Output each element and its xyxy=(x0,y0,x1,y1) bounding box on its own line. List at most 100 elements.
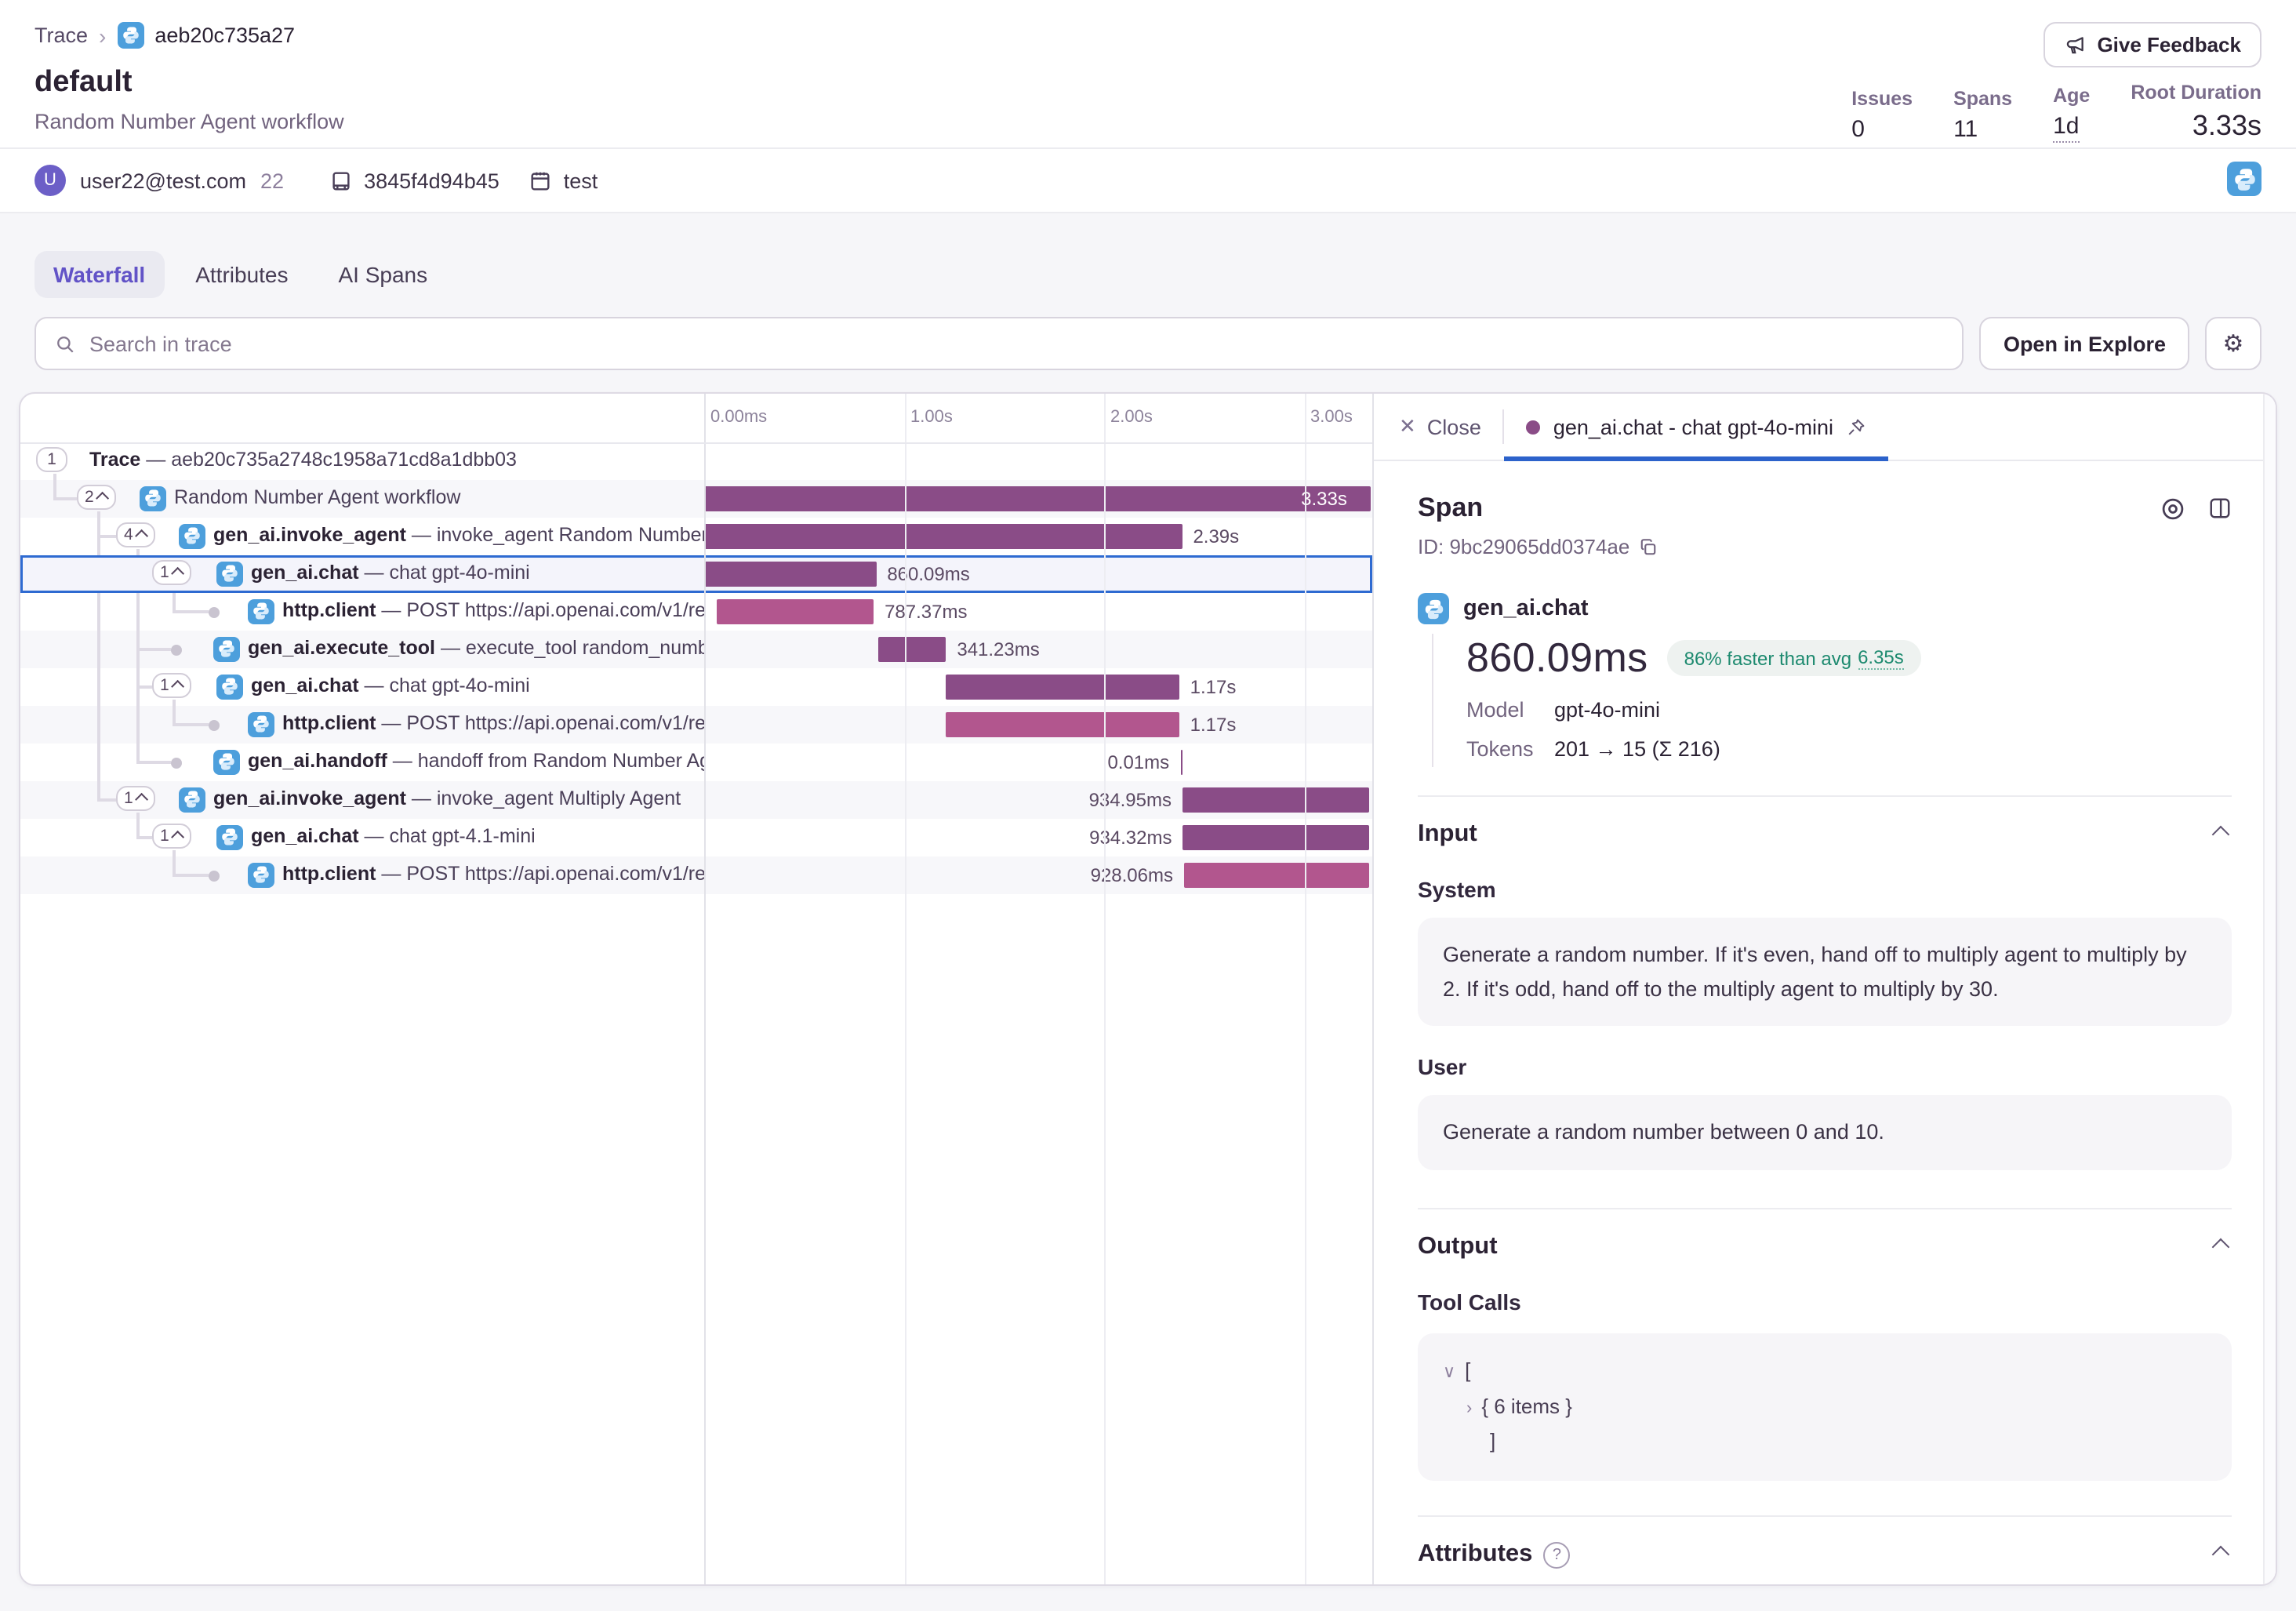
collapse-input-chevron-icon[interactable] xyxy=(2211,825,2230,844)
stat-age-value[interactable]: 1d xyxy=(2053,113,2080,143)
tokens-value: 201 → 15 (Σ 216) xyxy=(1554,737,1720,761)
duration-bar[interactable] xyxy=(1183,825,1370,850)
chevron-right-icon[interactable]: › xyxy=(1466,1398,1473,1418)
tree-connector xyxy=(136,685,152,688)
detail-tab-bar: ✕ Close gen_ai.chat - chat gpt-4o-mini xyxy=(1374,394,2276,461)
children-count-badge[interactable]: 1 xyxy=(116,786,155,811)
breadcrumb-trace-id[interactable]: aeb20c735a27 xyxy=(154,24,296,47)
span-row-names: http.client — POST https://api.openai.co… xyxy=(20,593,704,631)
close-panel-button[interactable]: ✕ Close xyxy=(1374,394,1503,460)
span-row-http.client[interactable]: http.client — POST https://api.openai.co… xyxy=(20,593,1372,631)
duration-bar[interactable] xyxy=(704,486,1371,511)
tab-waterfall[interactable]: Waterfall xyxy=(35,251,165,298)
span-id: ID: 9bc29065dd0374ae xyxy=(1418,535,1630,558)
span-row-gen-ai.execute-tool[interactable]: gen_ai.execute_tool — execute_tool rando… xyxy=(20,631,1372,668)
stat-spans: Spans 11 xyxy=(1953,88,2012,143)
span-row-http.client[interactable]: http.client — POST https://api.openai.co… xyxy=(20,706,1372,744)
span-row-http.client[interactable]: http.client — POST https://api.openai.co… xyxy=(20,856,1372,894)
user-email[interactable]: user22@test.com xyxy=(80,169,246,192)
copy-icon[interactable] xyxy=(1639,537,1658,556)
leaf-dot-icon xyxy=(209,871,220,882)
duration-bar[interactable] xyxy=(945,675,1179,700)
children-count-badge[interactable]: 1 xyxy=(36,447,67,472)
breadcrumb-trace-link[interactable]: Trace xyxy=(35,24,89,47)
collapse-output-chevron-icon[interactable] xyxy=(2211,1238,2230,1256)
children-count-badge[interactable]: 1 xyxy=(152,824,191,849)
trace-meta-row: U user22@test.com 22 3845f4d94b45 test xyxy=(0,149,2296,212)
duration-bar[interactable] xyxy=(1180,750,1183,775)
span-row-names: 1 gen_ai.chat — chat gpt-4o-mini xyxy=(20,668,704,706)
release-chip[interactable]: 3845f4d94b45 xyxy=(329,169,500,192)
span-tree: 1 Trace — aeb20c735a2748c1958a71cd8a1dbb0… xyxy=(20,442,1372,894)
pin-icon[interactable] xyxy=(1846,416,1866,437)
tree-connector xyxy=(173,700,175,723)
span-row-names: gen_ai.execute_tool — execute_tool rando… xyxy=(20,631,704,668)
search-placeholder: Search in trace xyxy=(89,332,232,355)
span-row-gen-ai.chat[interactable]: 1 gen_ai.chat — chat gpt-4o-mini 1.17s xyxy=(20,668,1372,706)
duration-bar[interactable] xyxy=(1182,787,1370,813)
span-row-gen-ai.chat[interactable]: 1 gen_ai.chat — chat gpt-4.1-mini 934.32ms xyxy=(20,819,1372,856)
children-count-badge[interactable]: 1 xyxy=(152,673,191,698)
tree-connector xyxy=(136,549,139,761)
span-row-label: gen_ai.chat — chat gpt-4o-mini xyxy=(251,675,530,696)
duration-label: 3.33s xyxy=(1301,488,1347,510)
tab-ai-spans[interactable]: AI Spans xyxy=(338,262,428,287)
performance-badge[interactable]: 86% faster than avg 6.35s xyxy=(1666,640,1921,676)
span-detail-tab[interactable]: gen_ai.chat - chat gpt-4o-mini xyxy=(1504,394,1889,461)
open-in-explore-button[interactable]: Open in Explore xyxy=(1979,317,2189,370)
children-count-badge[interactable]: 1 xyxy=(152,560,191,585)
duration-label: 787.37ms xyxy=(885,601,968,623)
focus-target-icon[interactable] xyxy=(2160,495,2186,522)
span-row-trace[interactable]: 1 Trace — aeb20c735a2748c1958a71cd8a1dbb0… xyxy=(20,442,1372,480)
help-icon[interactable]: ? xyxy=(1543,1541,1571,1569)
span-row-label: Trace — aeb20c735a2748c1958a71cd8a1dbb03 xyxy=(89,449,517,471)
span-row-gen-ai.handoff[interactable]: gen_ai.handoff — handoff from Random Num… xyxy=(20,744,1372,781)
panel-scrollbar[interactable] xyxy=(2263,394,2276,1584)
axis-tick: 0.00ms xyxy=(710,408,768,427)
span-row-gen-ai.chat[interactable]: 1 gen_ai.chat — chat gpt-4o-mini 860.09ms xyxy=(20,555,1372,593)
stat-root-duration-label: Root Duration xyxy=(2131,82,2261,104)
python-icon xyxy=(216,674,242,700)
python-icon xyxy=(117,22,144,49)
children-count-badge[interactable]: 2 xyxy=(77,485,116,510)
tab-separator xyxy=(1502,409,1505,444)
duration-bar[interactable] xyxy=(704,562,877,587)
collapse-attributes-chevron-icon[interactable] xyxy=(2211,1545,2230,1564)
meta-divider xyxy=(0,212,2296,213)
close-icon: ✕ xyxy=(1399,414,1416,438)
avg-duration-link[interactable]: 6.35s xyxy=(1858,646,1904,670)
span-row-names: 1 Trace — aeb20c735a2748c1958a71cd8a1dbb0… xyxy=(20,442,704,480)
header-divider xyxy=(0,147,2296,149)
span-row-random-number-agent-workflow[interactable]: 2 Random Number Agent workflow 3.33s xyxy=(20,480,1372,518)
axis-tick: 3.00s xyxy=(1310,408,1353,427)
search-in-trace-input[interactable]: Search in trace xyxy=(35,317,1964,370)
duration-bar[interactable] xyxy=(704,524,1183,549)
tab-attributes[interactable]: Attributes xyxy=(195,262,289,287)
children-count-badge[interactable]: 4 xyxy=(116,522,155,547)
python-icon xyxy=(248,598,274,624)
detail-body: Span ID: 9bc29065dd0374ae gen_ai.chat xyxy=(1374,461,2276,1584)
tree-connector xyxy=(97,511,100,798)
user-message-box: Generate a random number between 0 and 1… xyxy=(1418,1095,2232,1170)
span-row-label: gen_ai.chat — chat gpt-4.1-mini xyxy=(251,825,536,847)
duration-bar[interactable] xyxy=(945,712,1179,737)
duration-bar[interactable] xyxy=(716,599,874,624)
layout-columns-icon[interactable] xyxy=(2208,496,2232,521)
environment-chip[interactable]: test xyxy=(529,169,598,192)
model-value: gpt-4o-mini xyxy=(1554,698,1661,722)
span-row-label: gen_ai.chat — chat gpt-4o-mini xyxy=(251,562,530,584)
chevron-down-icon[interactable]: ∨ xyxy=(1443,1362,1456,1382)
tree-connector xyxy=(136,836,152,838)
duration-bar[interactable] xyxy=(877,637,946,662)
environment-name: test xyxy=(563,169,598,192)
span-row-gen-ai.invoke-agent[interactable]: 4 gen_ai.invoke_agent — invoke_agent Rand… xyxy=(20,518,1372,555)
leaf-dot-icon xyxy=(171,645,182,656)
python-icon xyxy=(213,749,239,775)
duration-bar[interactable] xyxy=(1184,863,1370,888)
span-row-gen-ai.invoke-agent[interactable]: 1 gen_ai.invoke_agent — invoke_agent Mult… xyxy=(20,781,1372,819)
output-section-heading: Output xyxy=(1418,1232,1498,1260)
give-feedback-button[interactable]: Give Feedback xyxy=(2044,22,2261,67)
settings-button[interactable]: ⚙ xyxy=(2205,317,2261,370)
stat-root-duration: Root Duration 3.33s xyxy=(2131,82,2261,143)
